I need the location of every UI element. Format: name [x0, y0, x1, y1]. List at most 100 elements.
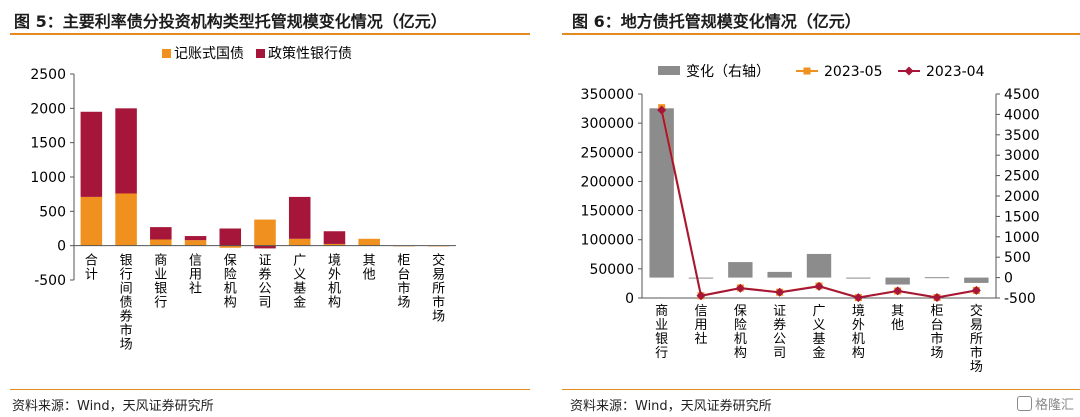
x-tick-label: 交易所市场	[970, 303, 983, 375]
bar	[150, 227, 172, 240]
legend-marker	[904, 66, 914, 76]
bar	[150, 239, 172, 246]
y-tick-label-left: 0	[625, 291, 634, 307]
x-tick-label: 信用社	[189, 254, 202, 297]
x-tick-label: 商业银行	[154, 254, 167, 311]
y-tick-label-left: 150000	[581, 204, 634, 220]
legend-marker	[803, 67, 811, 75]
legend-label: 记账式国债	[174, 46, 244, 62]
series-point	[932, 293, 942, 303]
bar	[254, 219, 276, 246]
chart-title: 图 6：地方债托管规模变化情况（亿元）	[572, 12, 861, 31]
bar	[80, 196, 103, 246]
stacked-bar-chart: -500 0 500 1000 1500 2000 2500 合计 银行间债券市场 商业银行 信用社…	[30, 45, 456, 353]
x-tick-label: 境外机构	[852, 304, 865, 361]
legend-label: 政策性银行债	[268, 45, 352, 62]
bar	[254, 245, 276, 249]
y-tick-label: 0	[57, 239, 66, 255]
x-tick-label: 广义基金	[293, 254, 306, 311]
x-tick-label: 其他	[363, 254, 376, 283]
change-bar	[885, 277, 910, 285]
x-tick-label: 柜台市场	[397, 254, 410, 311]
change-bar	[924, 277, 950, 279]
chart-panel-left: 图 5：主要利率债分投资机构类型托管规模变化情况（亿元） -500 0 500 100…	[0, 0, 530, 417]
title-rule	[562, 33, 1080, 35]
series-point	[853, 293, 863, 303]
y-tick-label: 500	[39, 204, 66, 220]
source-rule	[562, 389, 1080, 390]
y-tick-label-left: 350000	[581, 87, 634, 103]
legend-swatch	[162, 49, 171, 58]
change-bar	[767, 271, 792, 278]
y-tick-label-left: 200000	[581, 174, 634, 190]
x-tick-label: 柜台市场	[930, 304, 943, 361]
bar	[323, 231, 346, 244]
bar	[115, 193, 137, 246]
y-tick-label-left: 300000	[581, 116, 634, 132]
legend-swatch	[256, 49, 265, 58]
legend-swatch	[658, 66, 680, 75]
legend-label: 2023-04	[926, 64, 985, 80]
y-tick-label-right: 3000	[1004, 148, 1040, 164]
y-tick-label-right: 3500	[1004, 128, 1040, 144]
y-tick-label: -500	[34, 273, 66, 289]
y-tick-label-right: 2000	[1004, 189, 1040, 205]
change-bar	[806, 253, 832, 278]
y-tick-label-right: 4000	[1004, 107, 1040, 123]
legend-label: 2023-05	[824, 64, 883, 80]
change-bar	[649, 108, 674, 278]
y-tick-label-left: 250000	[581, 145, 634, 161]
bar	[184, 236, 207, 241]
bar	[219, 228, 242, 246]
y-tick-label-left: 50000	[589, 262, 634, 278]
chart-panel-right: 图 6：地方债托管规模变化情况（亿元） 0 50000 100000 150000 20…	[558, 0, 1080, 417]
change-bar	[846, 277, 871, 279]
logo-icon	[1016, 396, 1032, 411]
bar	[288, 238, 311, 246]
bar	[115, 108, 137, 194]
change-bar	[964, 277, 989, 283]
bar	[288, 196, 311, 239]
source-note: 资料来源：Wind，天风证券研究所	[570, 399, 772, 414]
combo-bar-line-chart: 0 50000 100000 150000 200000 250000 300000 3500…	[581, 64, 1040, 375]
y-tick-label-right: 2500	[1004, 169, 1040, 185]
bar	[80, 111, 103, 197]
chart-title: 图 5：主要利率债分投资机构类型托管规模变化情况（亿元）	[14, 12, 447, 31]
x-tick-label: 银行间债券市场	[120, 254, 133, 353]
series-point	[657, 105, 667, 115]
change-bar	[688, 277, 714, 279]
series-point	[696, 291, 706, 301]
x-tick-label: 证券公司	[258, 254, 271, 311]
legend-label: 变化（右轴）	[686, 64, 770, 80]
bar	[358, 238, 380, 246]
x-tick-label: 信用社	[694, 304, 707, 347]
x-tick-label: 合计	[85, 254, 98, 283]
y-tick-label: 2500	[30, 67, 66, 83]
y-tick-label-right: -500	[1004, 291, 1036, 307]
watermark-text: 格隆汇	[1034, 398, 1074, 413]
change-bar	[728, 262, 753, 278]
bar	[184, 240, 207, 246]
title-rule	[10, 33, 530, 35]
y-tick-label-right: 500	[1004, 250, 1031, 266]
x-tick-label: 广义基金	[812, 304, 825, 361]
watermark-logo: 格隆汇	[1016, 394, 1074, 413]
bar	[219, 245, 242, 248]
x-tick-label: 其他	[891, 304, 904, 333]
x-tick-label: 保险机构	[224, 254, 237, 311]
source-rule	[10, 389, 530, 390]
series-point	[893, 286, 903, 296]
series-point	[735, 283, 745, 293]
y-tick-label: 1000	[30, 170, 66, 186]
y-tick-label-right: 0	[1004, 271, 1013, 287]
y-tick-label-left: 100000	[581, 233, 634, 249]
y-tick-label-right: 1500	[1004, 209, 1040, 225]
x-tick-label: 境外机构	[328, 254, 341, 311]
series-point	[775, 287, 785, 297]
y-tick-label: 1500	[30, 136, 66, 152]
series-point	[814, 281, 824, 291]
bar	[323, 243, 346, 246]
x-tick-label: 商业银行	[655, 304, 668, 361]
y-tick-label-right: 1000	[1004, 230, 1040, 246]
y-tick-label-right: 4500	[1004, 87, 1040, 103]
